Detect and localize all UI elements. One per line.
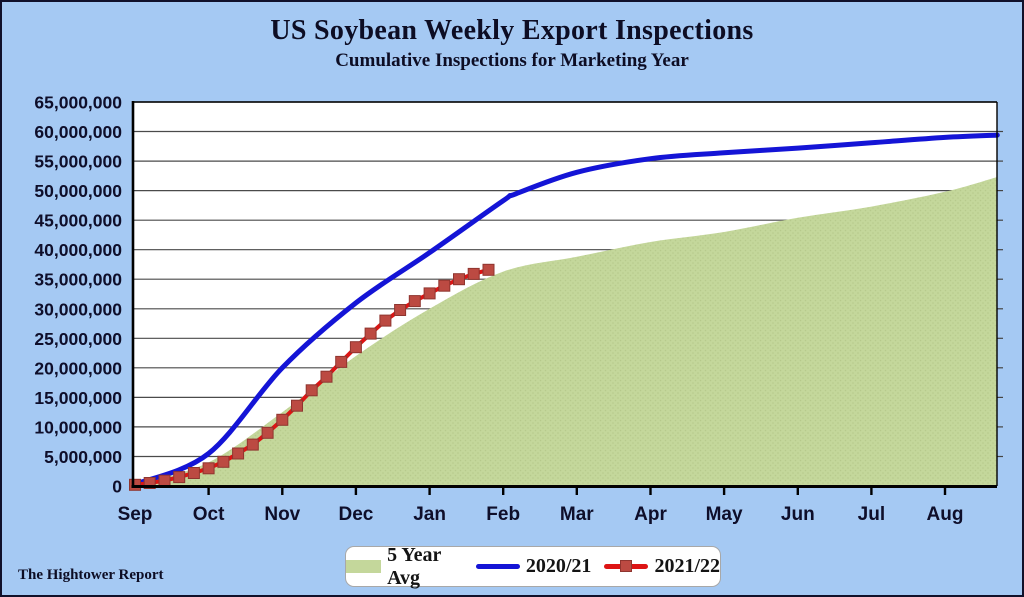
svg-text:10,000,000: 10,000,000 (34, 417, 122, 437)
svg-text:Apr: Apr (634, 504, 667, 525)
svg-text:30,000,000: 30,000,000 (34, 299, 122, 319)
legend-item-2020-21: 2020/21 (475, 555, 592, 578)
svg-text:35,000,000: 35,000,000 (34, 270, 122, 290)
legend-item-5-year-avg: 5 Year Avg (346, 544, 463, 590)
svg-text:60,000,000: 60,000,000 (34, 122, 122, 142)
svg-text:Mar: Mar (560, 504, 594, 525)
svg-text:Jun: Jun (781, 504, 815, 525)
line-marker-swatch-2021-22-icon (604, 560, 649, 572)
svg-text:45,000,000: 45,000,000 (34, 211, 122, 231)
markers-2021-22 (129, 263, 495, 491)
svg-text:Jul: Jul (858, 504, 885, 525)
svg-text:Feb: Feb (486, 504, 520, 525)
svg-text:25,000,000: 25,000,000 (34, 329, 122, 349)
svg-text:65,000,000: 65,000,000 (34, 93, 122, 113)
right-ticks (997, 130, 1003, 458)
svg-text:Jan: Jan (413, 504, 446, 525)
line-swatch-2020-21-icon (475, 564, 520, 569)
svg-text:Aug: Aug (927, 504, 964, 525)
legend-label-2021-22: 2021/22 (654, 555, 720, 577)
svg-text:40,000,000: 40,000,000 (34, 240, 122, 260)
svg-text:55,000,000: 55,000,000 (34, 152, 122, 172)
chart-title: US Soybean Weekly Export Inspections (270, 15, 754, 46)
svg-text:Sep: Sep (118, 504, 153, 525)
svg-text:Nov: Nov (264, 504, 300, 525)
svg-text:15,000,000: 15,000,000 (34, 388, 122, 408)
svg-text:May: May (706, 504, 743, 525)
legend-item-2021-22: 2021/22 (604, 555, 720, 578)
x-ticks (207, 487, 947, 495)
svg-text:Dec: Dec (338, 504, 373, 525)
legend-label-2020-21: 2020/21 (525, 555, 592, 577)
line-2020-21 (132, 132, 1000, 487)
svg-text:Oct: Oct (193, 504, 225, 525)
brand-text: The Hightower Report (18, 567, 164, 583)
y-tick-labels: 0 5,000,000 10,000,000 15,000,000 20,000,000… (34, 93, 122, 497)
svg-text:20,000,000: 20,000,000 (34, 358, 122, 378)
axes (131, 101, 998, 488)
area-5-year-avg (133, 177, 998, 486)
svg-text:5,000,000: 5,000,000 (44, 447, 122, 467)
svg-text:0: 0 (112, 477, 122, 497)
svg-text:50,000,000: 50,000,000 (34, 181, 122, 201)
chart-subtitle: Cumulative Inspections for Marketing Yea… (335, 50, 689, 71)
x-tick-labels: Sep Oct Nov Dec Jan Feb Mar Apr May Jun Jul Aug (118, 504, 964, 525)
square-marker-icon (620, 560, 633, 572)
legend-label-5-year-avg: 5 Year Avg (387, 543, 441, 589)
legend: 5 Year Avg 2020/21 2021/22 (345, 544, 721, 590)
area-swatch-icon (346, 560, 382, 573)
